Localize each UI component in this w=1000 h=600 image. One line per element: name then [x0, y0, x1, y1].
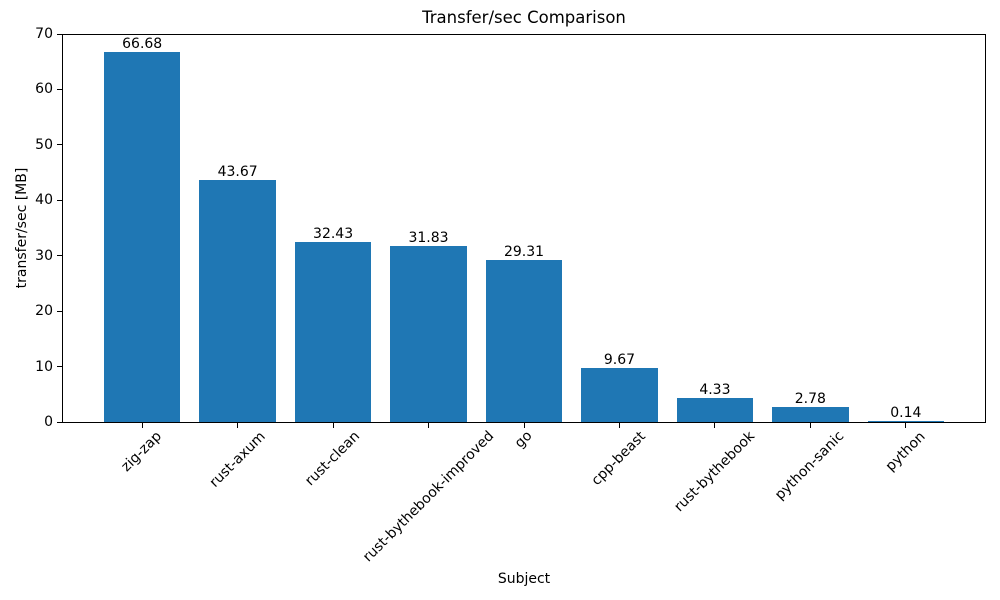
x-tick [141, 423, 143, 428]
bar [104, 52, 181, 422]
bar [581, 368, 658, 422]
y-tick-label: 50 [35, 136, 53, 153]
x-tick-label: python [882, 428, 929, 475]
bar [485, 259, 563, 422]
y-tick-label: 10 [35, 358, 53, 375]
x-tick [523, 423, 525, 428]
x-tick [332, 423, 334, 428]
x-tick-label: zig-zap [118, 428, 166, 475]
plot-spine-left [62, 34, 63, 423]
x-tick-label: rust-bythebook [671, 428, 758, 516]
x-tick-label: go [511, 428, 536, 452]
plot-spine-top [62, 34, 986, 35]
y-tick [57, 310, 62, 312]
bar [867, 421, 944, 423]
x-axis-label: Subject [497, 571, 551, 587]
y-tick-label: 40 [35, 192, 53, 209]
bar [390, 245, 467, 422]
y-tick [57, 255, 62, 257]
bar-value-label: 4.33 [699, 381, 731, 398]
x-tick [905, 423, 907, 428]
y-tick [57, 199, 62, 201]
y-tick [57, 144, 62, 146]
x-tick [237, 423, 239, 428]
x-tick-label: cpp-beast [588, 428, 650, 489]
bar [772, 406, 849, 422]
bar-value-label: 66.68 [122, 36, 163, 53]
x-tick [809, 423, 811, 428]
bar [294, 242, 372, 422]
y-tick-label: 20 [35, 303, 53, 320]
bar-value-label: 9.67 [603, 352, 636, 369]
x-tick-label: python-sanic [772, 428, 848, 504]
x-tick-label: rust-bythebook-improved [359, 428, 497, 566]
y-tick-label: 30 [35, 247, 53, 264]
x-tick [714, 423, 716, 428]
y-tick [57, 33, 62, 35]
bar-value-label: 31.83 [408, 229, 449, 246]
y-tick [57, 366, 62, 368]
x-tick-label: rust-clean [302, 428, 364, 490]
y-tick-label: 0 [44, 414, 53, 430]
y-tick-label: 70 [35, 26, 53, 42]
bar-value-label: 2.78 [794, 390, 826, 407]
y-tick [57, 421, 62, 423]
x-tick [428, 423, 430, 428]
x-tick-label: rust-axum [206, 428, 269, 491]
x-tick [618, 423, 620, 428]
chart-title: Transfer/sec Comparison [422, 8, 626, 27]
plot-spine-right [985, 34, 986, 423]
bar-value-label: 0.14 [890, 405, 922, 422]
bar [199, 179, 276, 422]
y-axis-label: transfer/sec [MB] [14, 167, 30, 289]
bar-value-label: 29.31 [503, 243, 545, 260]
plot-spine-bottom [62, 422, 986, 423]
y-tick-label: 60 [35, 81, 53, 98]
bar-value-label: 43.67 [217, 163, 258, 180]
bar-value-label: 32.43 [313, 226, 354, 243]
y-tick [57, 88, 62, 90]
bar [676, 397, 754, 422]
